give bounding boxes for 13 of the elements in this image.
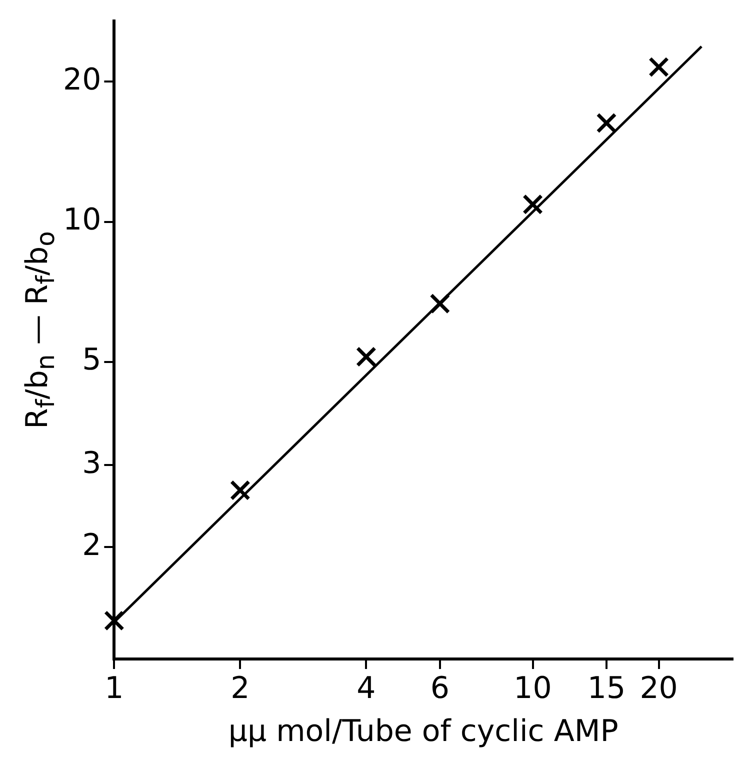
y-tick-label: 20 [62,62,102,98]
y-tick-label: 5 [82,342,102,378]
y-tick-label: 2 [82,528,102,563]
x-tick-label: 20 [640,670,678,706]
y-tick-label: 10 [62,202,102,238]
x-tick-label: 15 [587,670,626,706]
x-axis-title: μμ mol/Tube of cyclic AMP [228,714,618,749]
x-tick-label: 4 [356,670,376,706]
x-tick-label: 2 [230,670,250,706]
x-tick-label: 1 [104,670,124,706]
y-tick-label: 3 [82,446,102,481]
x-tick-label: 6 [430,670,450,706]
x-tick-label: 10 [514,670,552,706]
